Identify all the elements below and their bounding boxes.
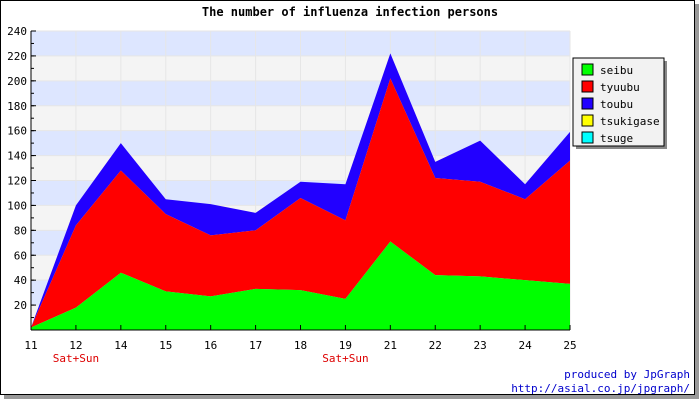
y-tick-label: 160: [7, 125, 27, 138]
y-tick-label: 100: [7, 199, 27, 212]
legend-swatch-tsuge: [581, 131, 594, 144]
x-tick-label: 19: [339, 339, 352, 352]
x-tick-label: 25: [563, 339, 576, 352]
legend-swatch-tyuubu: [581, 80, 594, 93]
produced-by-credit: produced by JpGraph: [564, 368, 690, 381]
x-tick-label: 11: [24, 339, 37, 352]
y-tick-label: 200: [7, 75, 27, 88]
x-tick-label: 21: [384, 339, 397, 352]
x-tick-label: 18: [294, 339, 307, 352]
chart-title: The number of influenza infection person…: [202, 5, 498, 19]
area-tyuubu: [31, 78, 570, 328]
y-tick-label: 240: [7, 25, 27, 38]
y-tick-label: 220: [7, 50, 27, 63]
x-tick-label: 24: [518, 339, 532, 352]
x-sublabel: Sat+Sun: [322, 352, 368, 365]
legend-label-tsuge: tsuge: [600, 132, 633, 145]
jpgraph-url-link[interactable]: http://asial.co.jp/jpgraph/: [511, 382, 690, 395]
area-seibu: [31, 241, 570, 330]
area-toubu: [31, 53, 570, 328]
x-tick-label: 17: [249, 339, 262, 352]
y-tick-label: 60: [14, 249, 27, 262]
x-tick-label: 22: [429, 339, 442, 352]
y-tick-label: 40: [14, 274, 27, 287]
legend-swatch-seibu: [581, 63, 594, 76]
x-tick-label: 14: [114, 339, 128, 352]
x-tick-label: 15: [159, 339, 172, 352]
x-tick-label: 23: [474, 339, 487, 352]
legend-swatch-toubu: [581, 97, 594, 110]
legend-label-tyuubu: tyuubu: [600, 81, 640, 94]
x-tick-label: 12: [69, 339, 82, 352]
y-tick-label: 180: [7, 100, 27, 113]
y-tick-label: 140: [7, 150, 27, 163]
y-tick-label: 20: [14, 299, 27, 312]
x-sublabel: Sat+Sun: [53, 352, 99, 365]
y-tick-label: 120: [7, 175, 27, 188]
legend-label-tsukigase: tsukigase: [600, 115, 660, 128]
legend-label-seibu: seibu: [600, 64, 633, 77]
legend-label-toubu: toubu: [600, 98, 633, 111]
y-tick-label: 80: [14, 224, 27, 237]
x-tick-label: 16: [204, 339, 217, 352]
legend-swatch-tsukigase: [581, 114, 594, 127]
